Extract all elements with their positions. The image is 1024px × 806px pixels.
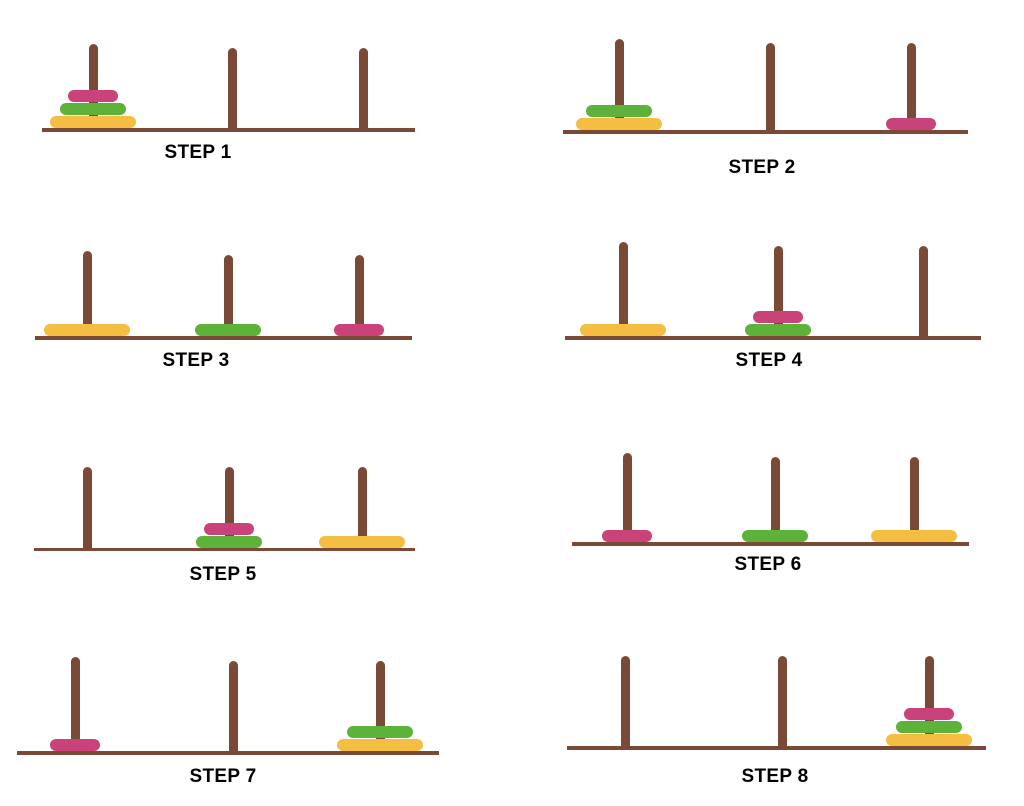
small-disk — [886, 118, 936, 130]
peg-middle — [228, 661, 238, 752]
step-label: STEP 2 — [728, 157, 796, 178]
large-disk — [44, 324, 130, 336]
peg-left — [620, 656, 630, 747]
step-label: STEP 4 — [735, 350, 803, 371]
peg-right — [909, 457, 919, 543]
large-disk — [871, 530, 957, 542]
peg-middle — [770, 457, 780, 543]
base-board — [42, 128, 415, 132]
peg-middle — [765, 43, 775, 131]
base-board — [35, 336, 412, 340]
peg-left — [622, 453, 632, 543]
step-label: STEP 6 — [734, 554, 802, 575]
base-board — [565, 336, 981, 340]
medium-disk — [896, 721, 962, 733]
peg-left — [70, 657, 80, 752]
medium-disk — [745, 324, 811, 336]
step-label: STEP 5 — [189, 564, 257, 585]
large-disk — [319, 536, 405, 548]
peg-right — [375, 661, 385, 752]
small-disk — [904, 708, 954, 720]
step-label: STEP 7 — [189, 766, 257, 787]
base-board — [572, 542, 969, 546]
large-disk — [337, 739, 423, 751]
small-disk — [602, 530, 652, 542]
medium-disk — [196, 536, 262, 548]
large-disk — [50, 116, 136, 128]
peg-middle — [224, 467, 234, 549]
peg-right — [924, 656, 934, 747]
peg-right — [354, 255, 364, 337]
peg-left — [614, 39, 624, 131]
large-disk — [886, 734, 972, 746]
peg-middle — [773, 246, 783, 337]
peg-right — [906, 43, 916, 131]
peg-left — [82, 251, 92, 337]
medium-disk — [742, 530, 808, 542]
peg-left — [82, 467, 92, 549]
small-disk — [204, 523, 254, 535]
base-board — [34, 548, 415, 551]
small-disk — [50, 739, 100, 751]
peg-left — [88, 44, 98, 129]
small-disk — [753, 311, 803, 323]
small-disk — [68, 90, 118, 102]
peg-middle — [227, 48, 237, 129]
peg-middle — [223, 255, 233, 337]
step-label: STEP 1 — [164, 142, 232, 163]
base-board — [17, 751, 439, 755]
step-label: STEP 8 — [741, 766, 809, 787]
peg-right — [918, 246, 928, 337]
peg-right — [358, 48, 368, 129]
large-disk — [580, 324, 666, 336]
base-board — [563, 130, 968, 134]
peg-left — [618, 242, 628, 337]
medium-disk — [347, 726, 413, 738]
large-disk — [576, 118, 662, 130]
medium-disk — [60, 103, 126, 115]
step-label: STEP 3 — [162, 350, 230, 371]
small-disk — [334, 324, 384, 336]
peg-right — [357, 467, 367, 549]
base-board — [567, 746, 986, 750]
peg-middle — [777, 656, 787, 747]
medium-disk — [195, 324, 261, 336]
medium-disk — [586, 105, 652, 117]
